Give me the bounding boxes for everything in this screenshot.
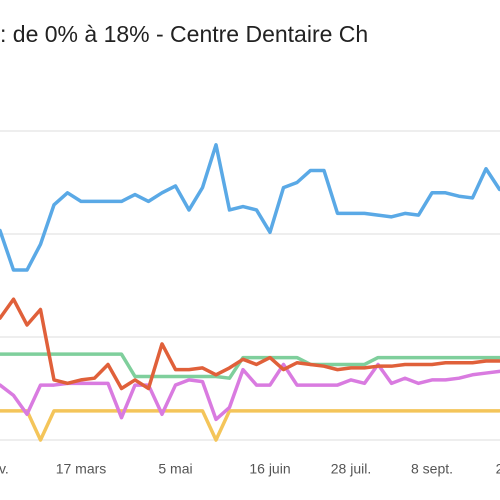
series-line [0, 409, 500, 442]
x-tick-label: 17 mars [56, 461, 107, 477]
x-tick-label: 28 juil. [331, 461, 371, 477]
series-line [0, 297, 500, 391]
series-line [0, 362, 500, 422]
x-tick-label: 5 mai [158, 461, 192, 477]
x-tick-label: 2 [496, 461, 500, 477]
x-tick-label: nv. [0, 461, 9, 477]
x-tick-label: 8 sept. [411, 461, 453, 477]
x-tick-label: 16 juin [249, 461, 290, 477]
series-line [0, 352, 500, 380]
chart-title: : de 0% à 18% - Centre Dentaire Ch [0, 21, 368, 47]
series-line [0, 142, 500, 272]
